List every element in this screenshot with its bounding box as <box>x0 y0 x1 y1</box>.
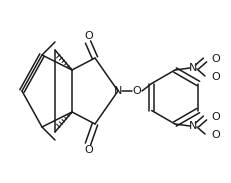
Text: N: N <box>113 86 122 96</box>
Text: O: O <box>211 54 219 64</box>
Text: O: O <box>211 72 219 82</box>
Text: O: O <box>84 145 93 155</box>
Text: N: N <box>188 63 196 73</box>
Text: O: O <box>84 31 93 41</box>
Text: O: O <box>211 112 219 122</box>
Text: O: O <box>132 86 141 96</box>
Text: N: N <box>188 121 196 131</box>
Text: O: O <box>211 130 219 140</box>
